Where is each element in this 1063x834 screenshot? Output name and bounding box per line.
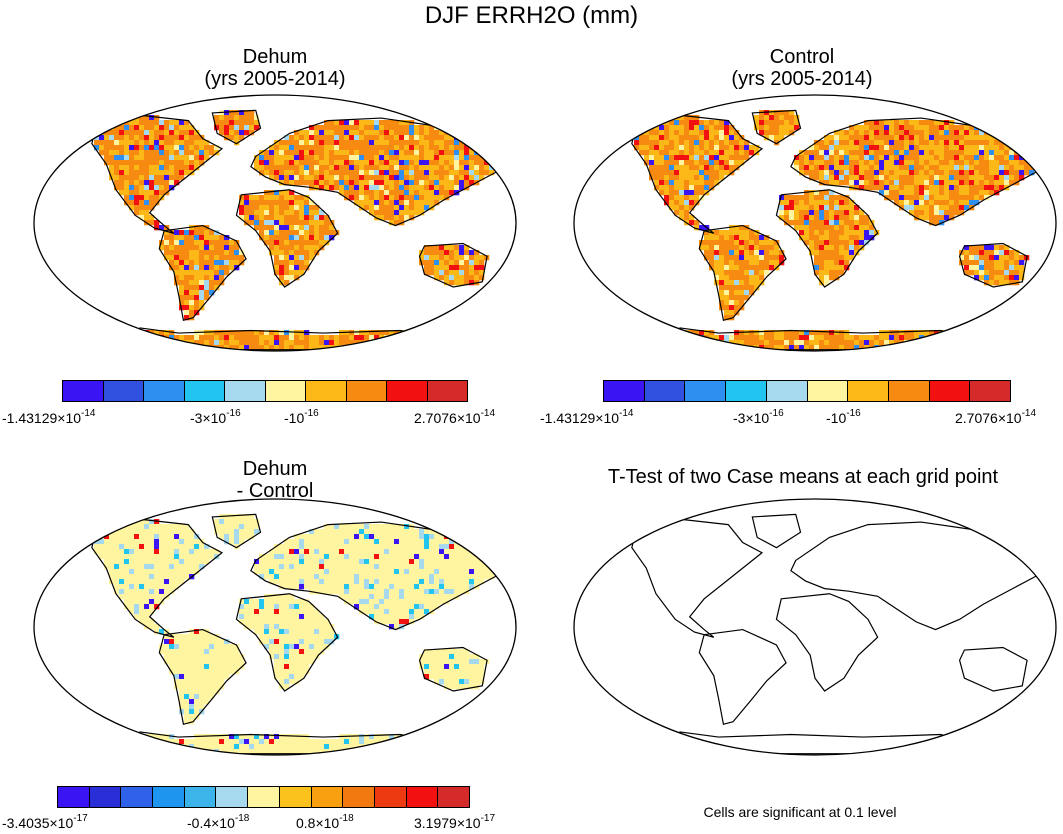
colorbar-swatch — [225, 381, 266, 401]
colorbar-swatch — [726, 381, 767, 401]
colorbar-swatch — [279, 787, 312, 807]
colorbar-swatch — [374, 787, 407, 807]
coastline-eurasia — [250, 117, 503, 227]
colorbar-swatch — [89, 787, 122, 807]
tick-diff-3: 3.1979×10-17 — [414, 813, 496, 832]
tick-diff-1: -0.4×10-18 — [187, 813, 250, 832]
colorbar-swatch — [153, 787, 185, 807]
panel-title-line2: (yrs 2005-2014) — [731, 68, 873, 90]
coastline-namerica — [631, 518, 764, 638]
colorbar-swatch — [63, 381, 104, 401]
coastline-eurasia — [250, 521, 503, 631]
coastline-samerica — [698, 628, 787, 726]
colorbar-control — [603, 380, 1011, 402]
coastline-australia — [418, 646, 488, 692]
colorbar-swatch — [970, 381, 1011, 401]
coastline-eurasia — [790, 521, 1043, 631]
panel-title-line1: Control — [769, 46, 835, 68]
colorbar-swatch — [265, 381, 306, 401]
significance-note: Cells are significant at 0.1 level — [703, 804, 897, 820]
coastline-namerica — [631, 114, 764, 234]
coastline-samerica — [698, 224, 787, 322]
tick-diff-0: -3.4035×10-17 — [2, 813, 88, 832]
panel-title-line2: (yrs 2005-2014) — [204, 68, 346, 90]
colorbar-swatch — [848, 381, 889, 401]
coastline-africa — [775, 189, 879, 288]
panel-title-line2: - Control — [236, 480, 314, 502]
colorbar-swatch — [306, 381, 347, 401]
coastline-namerica — [91, 518, 224, 638]
map-frame — [33, 94, 517, 352]
coastline-eurasia — [790, 117, 1043, 227]
colorbar-swatch — [184, 787, 217, 807]
coastline-antarctica — [679, 731, 975, 755]
coastline-australia — [958, 242, 1028, 288]
colorbar-swatch — [311, 787, 344, 807]
panel-title-line1: Dehum — [242, 46, 308, 68]
coastline-samerica — [158, 224, 247, 322]
colorbar-swatch — [604, 381, 645, 401]
panel-title-line1: Dehum — [242, 458, 308, 480]
map-frame — [33, 498, 517, 756]
tick-dehum-2: -10-16 — [284, 408, 319, 427]
panel-title-control: Control (yrs 2005-2014) — [622, 46, 982, 90]
colorbar-swatch — [406, 787, 439, 807]
colorbar-swatch — [387, 381, 428, 401]
coastline-africa — [235, 593, 339, 692]
colorbar-swatch — [685, 381, 727, 401]
colorbar-swatch — [888, 381, 930, 401]
panel-title-dehum: Dehum (yrs 2005-2014) — [95, 46, 455, 90]
coastline-australia — [418, 242, 488, 288]
coastline-australia — [958, 646, 1028, 692]
panel-title-ttest: T-Test of two Case means at each grid po… — [543, 466, 1063, 488]
colorbar-swatch — [103, 381, 144, 401]
colorbar-swatch — [216, 787, 249, 807]
colorbar-swatch — [427, 381, 467, 401]
coastline-samerica — [158, 628, 247, 726]
tick-control-2: -10-16 — [826, 408, 861, 427]
colorbar-swatch — [144, 381, 185, 401]
colorbar-swatch — [438, 787, 469, 807]
colorbar-difference — [57, 786, 470, 808]
coastline-greenland — [211, 513, 262, 549]
coastline-namerica — [91, 114, 224, 234]
tick-dehum-0: -1.43129×10-14 — [2, 408, 96, 427]
colorbar-swatch — [343, 787, 375, 807]
colorbar-dehum — [62, 380, 468, 402]
tick-dehum-3: 2.7076×10-14 — [414, 408, 496, 427]
tick-control-0: -1.43129×10-14 — [540, 408, 634, 427]
coastline-africa — [775, 593, 879, 692]
coastline-africa — [235, 189, 339, 288]
colorbar-swatch — [929, 381, 971, 401]
coastline-greenland — [211, 109, 262, 145]
colorbar-swatch — [248, 787, 280, 807]
main-title: DJF ERRH2O (mm) — [424, 2, 639, 29]
colorbar-swatch — [644, 381, 686, 401]
colorbar-swatch — [766, 381, 808, 401]
map-frame — [573, 94, 1057, 352]
tick-control-3: 2.7076×10-14 — [955, 408, 1037, 427]
colorbar-swatch — [58, 787, 90, 807]
coastline-greenland — [751, 109, 802, 145]
tick-dehum-1: -3×10-16 — [190, 408, 241, 427]
colorbar-swatch — [346, 381, 387, 401]
colorbar-swatch — [184, 381, 225, 401]
coastline-greenland — [751, 513, 802, 549]
map-frame — [573, 498, 1057, 756]
panel-title-diff: Dehum - Control — [95, 458, 455, 502]
colorbar-swatch — [121, 787, 154, 807]
tick-control-1: -3×10-16 — [733, 408, 784, 427]
panel-title-line1: T-Test of two Case means at each grid po… — [607, 466, 999, 488]
colorbar-swatch — [807, 381, 849, 401]
tick-diff-2: 0.8×10-18 — [296, 813, 354, 832]
